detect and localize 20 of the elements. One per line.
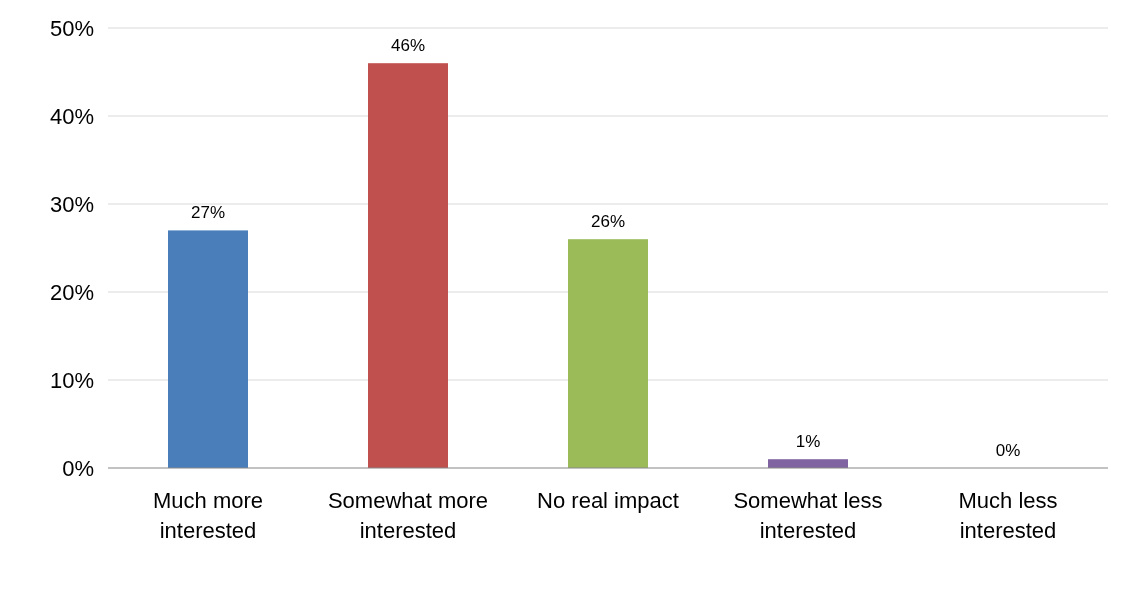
x-tick-label: Somewhat more interested xyxy=(327,488,489,543)
data-label: 1% xyxy=(795,432,821,452)
y-tick-label: 10% xyxy=(49,367,94,393)
y-tick-label: 30% xyxy=(49,191,94,217)
bar xyxy=(768,459,848,468)
x-tick-label: Much more interested xyxy=(152,488,264,543)
data-label: 46% xyxy=(390,36,426,56)
bar xyxy=(568,239,648,468)
y-tick-label: 50% xyxy=(49,15,94,41)
y-tick-label: 0% xyxy=(62,455,94,481)
data-label: 26% xyxy=(590,212,626,232)
x-tick-label: Somewhat less interested xyxy=(733,488,883,543)
data-label: 27% xyxy=(190,203,226,223)
y-tick-label: 20% xyxy=(49,279,94,305)
bar xyxy=(368,63,448,468)
y-tick-label: 40% xyxy=(49,103,94,129)
bar xyxy=(168,230,248,468)
x-tick-label: Much less interested xyxy=(958,488,1058,543)
x-tick-label: No real impact xyxy=(537,488,679,513)
data-label: 0% xyxy=(995,441,1021,460)
